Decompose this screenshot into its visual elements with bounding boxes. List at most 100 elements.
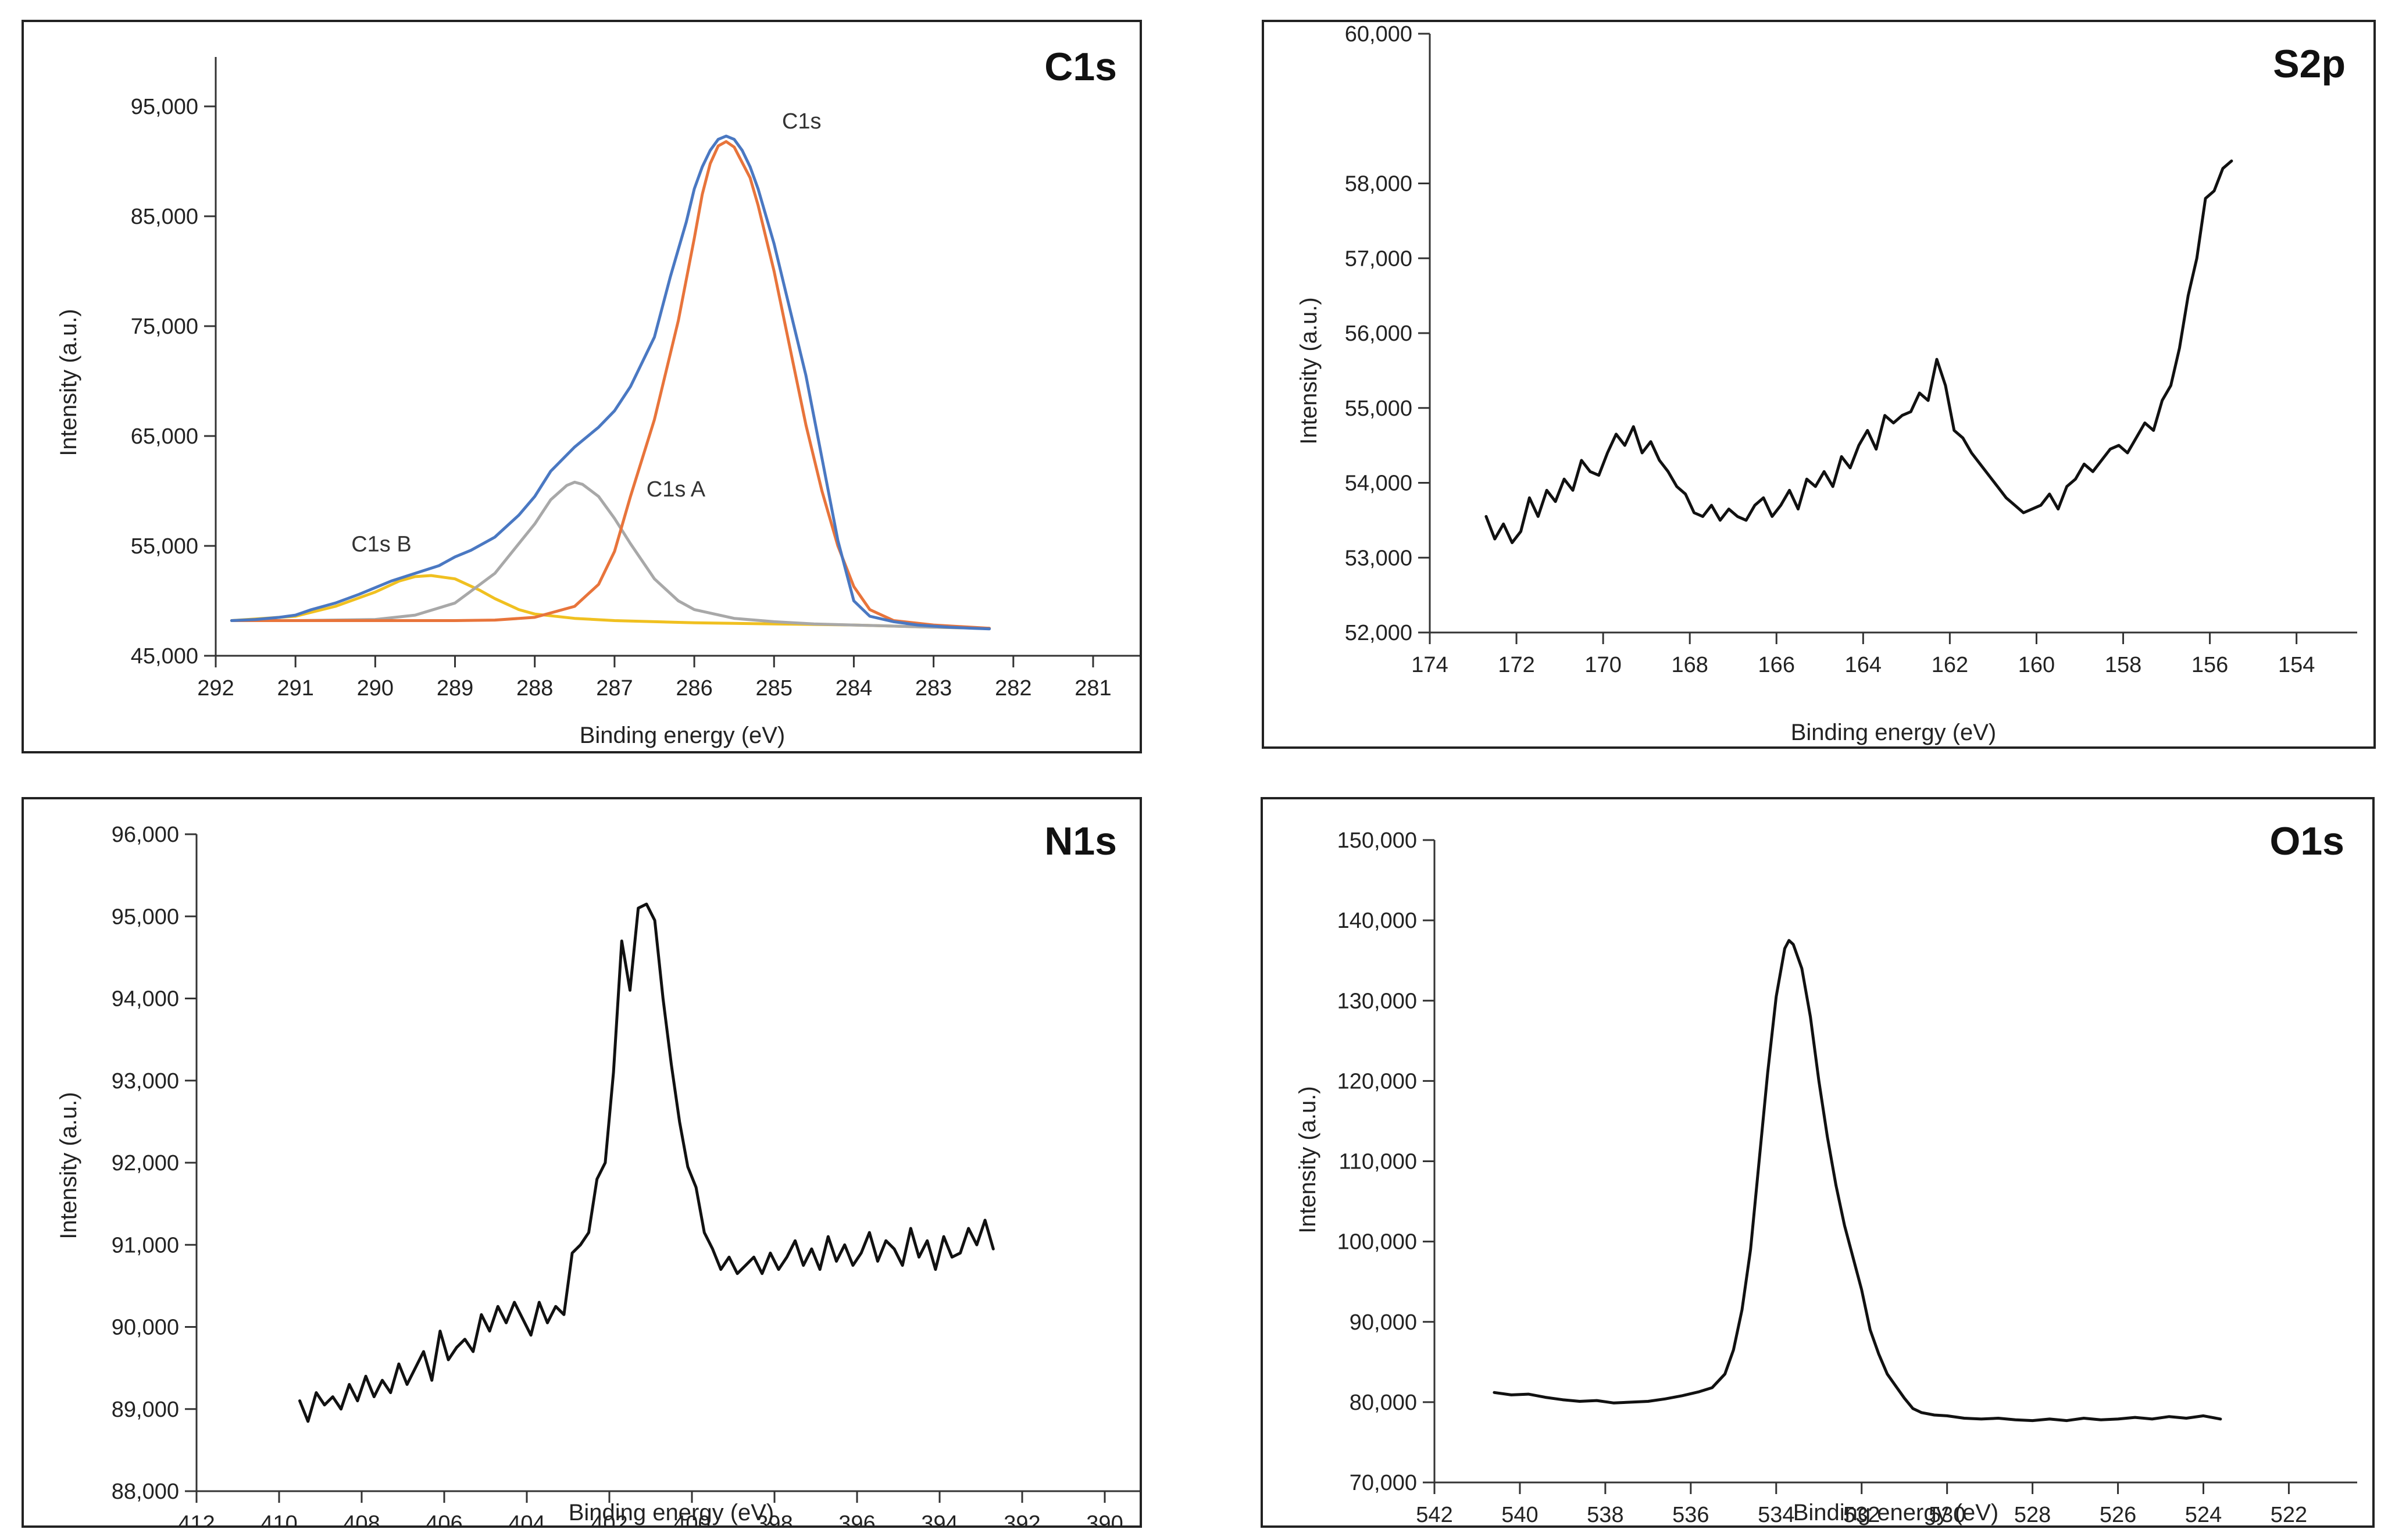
o1s-y-tick-label: 140,000 — [1337, 909, 1417, 933]
c1s-x-tick-label: 284 — [836, 676, 872, 701]
o1s-y-tick-label: 150,000 — [1337, 828, 1417, 853]
c1s-x-tick-label: 290 — [357, 676, 394, 701]
s2p-x-tick-label: 172 — [1498, 653, 1534, 677]
o1s-x-tick-label: 532 — [1843, 1503, 1880, 1525]
c1s-panel: 45,000 55,000 65,000 75,000 85,000 95,000 292 2… — [22, 20, 1142, 753]
o1s-x-tick-label: 524 — [2185, 1503, 2222, 1525]
s2p-series-s2p — [1484, 159, 2233, 544]
c1s-x-tick-label: 289 — [437, 676, 473, 701]
s2p-y-tick-label: 52,000 — [1345, 621, 1412, 645]
n1s-y-tick-label: 90,000 — [112, 1316, 179, 1340]
c1s-series-c1s — [230, 140, 991, 630]
c1s-annotation-c1s-b: C1s B — [351, 532, 411, 556]
n1s-y-tick-label: 95,000 — [112, 905, 179, 929]
c1s-x-tick-label: 292 — [197, 676, 234, 701]
s2p-chart: 52,000 53,000 54,000 55,000 56,000 57,000 58,0… — [1296, 22, 2357, 745]
c1s-y-tick-label: 45,000 — [131, 644, 198, 669]
s2p-y-tick-label: 56,000 — [1345, 321, 1412, 346]
n1s-x-tick-label: 412 — [178, 1512, 215, 1525]
o1s-x-axis-title: Binding energy (eV) — [1793, 1500, 1999, 1525]
o1s-y-tick-label: 110,000 — [1338, 1150, 1417, 1174]
s2p-y-tick-label: 58,000 — [1345, 172, 1412, 196]
n1s-y-tick-label: 91,000 — [112, 1233, 179, 1257]
n1s-x-tick-label: 398 — [756, 1512, 793, 1525]
c1s-x-axis-title: Binding energy (eV) — [580, 723, 786, 748]
s2p-x-tick-label: 154 — [2278, 653, 2315, 677]
c1s-y-tick-label: 85,000 — [131, 205, 198, 229]
s2p-y-tick-label: 53,000 — [1345, 546, 1412, 570]
s2p-y-tick-label: 57,000 — [1345, 246, 1412, 271]
n1s-panel-title: N1s — [1044, 819, 1117, 863]
o1s-y-tick-label: 90,000 — [1350, 1310, 1417, 1335]
n1s-y-tick-label: 94,000 — [112, 987, 179, 1012]
c1s-series-envelope — [230, 134, 991, 631]
s2p-x-tick-label: 164 — [1845, 653, 1882, 677]
n1s-y-tick-label: 92,000 — [112, 1151, 179, 1175]
c1s-x-tick-label: 281 — [1075, 676, 1111, 701]
o1s-y-tick-label: 80,000 — [1350, 1391, 1417, 1415]
o1s-y-tick-label: 120,000 — [1337, 1069, 1417, 1094]
c1s-x-tick-label: 285 — [756, 676, 793, 701]
o1s-x-tick-label: 538 — [1587, 1503, 1623, 1525]
c1s-panel-title: C1s — [1044, 45, 1117, 89]
n1s-y-tick-label: 89,000 — [112, 1398, 179, 1422]
c1s-x-tick-label: 286 — [676, 676, 712, 701]
s2p-x-tick-label: 160 — [2018, 653, 2055, 677]
o1s-series-o1s — [1493, 939, 2222, 1423]
n1s-y-axis-title: Intensity (a.u.) — [56, 1092, 81, 1239]
c1s-x-tick-label: 291 — [277, 676, 313, 701]
o1s-chart: 70,000 80,000 90,000 100,000 110,000 120,000 1… — [1295, 819, 2357, 1525]
o1s-x-tick-label: 534 — [1758, 1503, 1794, 1525]
o1s-x-tick-label: 522 — [2271, 1503, 2307, 1525]
s2p-x-tick-label: 162 — [1932, 653, 1968, 677]
s2p-x-tick-label: 174 — [1411, 653, 1448, 677]
s2p-panel: 52,000 53,000 54,000 55,000 56,000 57,000 58,0… — [1262, 20, 2376, 749]
o1s-x-tick-label: 526 — [2100, 1503, 2136, 1525]
s2p-x-tick-label: 166 — [1758, 653, 1795, 677]
s2p-panel-title: S2p — [2273, 42, 2346, 86]
o1s-panel: 70,000 80,000 90,000 100,000 110,000 120,000 1… — [1261, 797, 2375, 1528]
n1s-x-tick-label: 392 — [1004, 1512, 1040, 1525]
c1s-y-tick-label: 55,000 — [131, 534, 198, 559]
o1s-x-tick-label: 540 — [1501, 1503, 1538, 1525]
c1s-x-tick-label: 283 — [915, 676, 952, 701]
o1s-y-tick-label: 130,000 — [1337, 989, 1417, 1013]
o1s-panel-title: O1s — [2269, 819, 2344, 863]
c1s-x-tick-label: 288 — [516, 676, 553, 701]
o1s-x-tick-label: 530 — [1929, 1503, 1965, 1525]
s2p-x-tick-label: 156 — [2191, 653, 2228, 677]
s2p-y-tick-label: 60,000 — [1345, 22, 1412, 47]
n1s-x-axis-title: Binding energy (eV) — [569, 1500, 774, 1525]
s2p-x-axis-title: Binding energy (eV) — [1791, 720, 1997, 745]
n1s-x-tick-label: 390 — [1086, 1512, 1123, 1525]
o1s-x-tick-label: 528 — [2014, 1503, 2051, 1525]
c1s-chart: 45,000 55,000 65,000 75,000 85,000 95,000 292 2… — [56, 45, 1140, 748]
c1s-y-tick-label: 65,000 — [131, 424, 198, 449]
o1s-x-tick-label: 542 — [1416, 1503, 1452, 1525]
n1s-x-tick-label: 400 — [673, 1512, 710, 1525]
s2p-x-tick-label: 168 — [1671, 653, 1708, 677]
n1s-x-tick-label: 402 — [591, 1512, 627, 1525]
c1s-series-c1s-a — [230, 480, 991, 630]
n1s-y-tick-label: 96,000 — [112, 823, 179, 847]
c1s-x-tick-label: 287 — [596, 676, 633, 701]
n1s-series-n1s — [298, 902, 995, 1423]
s2p-y-tick-label: 54,000 — [1345, 471, 1412, 496]
c1s-y-tick-label: 75,000 — [131, 315, 198, 339]
n1s-x-tick-label: 394 — [921, 1512, 958, 1525]
c1s-y-tick-label: 95,000 — [131, 95, 198, 119]
n1s-chart: 88,000 89,000 90,000 91,000 92,000 93,000 94,0… — [56, 819, 1140, 1525]
s2p-y-tick-label: 55,000 — [1345, 396, 1412, 421]
n1s-panel: 88,000 89,000 90,000 91,000 92,000 93,000 94,0… — [22, 797, 1142, 1528]
c1s-annotation-c1s: C1s — [782, 109, 822, 134]
c1s-series-c1s-b — [230, 574, 991, 630]
s2p-x-tick-label: 170 — [1584, 653, 1621, 677]
c1s-y-axis-title: Intensity (a.u.) — [56, 309, 81, 456]
n1s-x-tick-label: 410 — [260, 1512, 297, 1525]
n1s-x-tick-label: 406 — [426, 1512, 462, 1525]
c1s-annotation-c1s-a: C1s A — [647, 477, 706, 502]
n1s-x-tick-label: 404 — [508, 1512, 545, 1525]
n1s-x-tick-label: 396 — [838, 1512, 875, 1525]
s2p-x-tick-label: 158 — [2105, 653, 2141, 677]
o1s-y-tick-label: 70,000 — [1350, 1471, 1417, 1495]
